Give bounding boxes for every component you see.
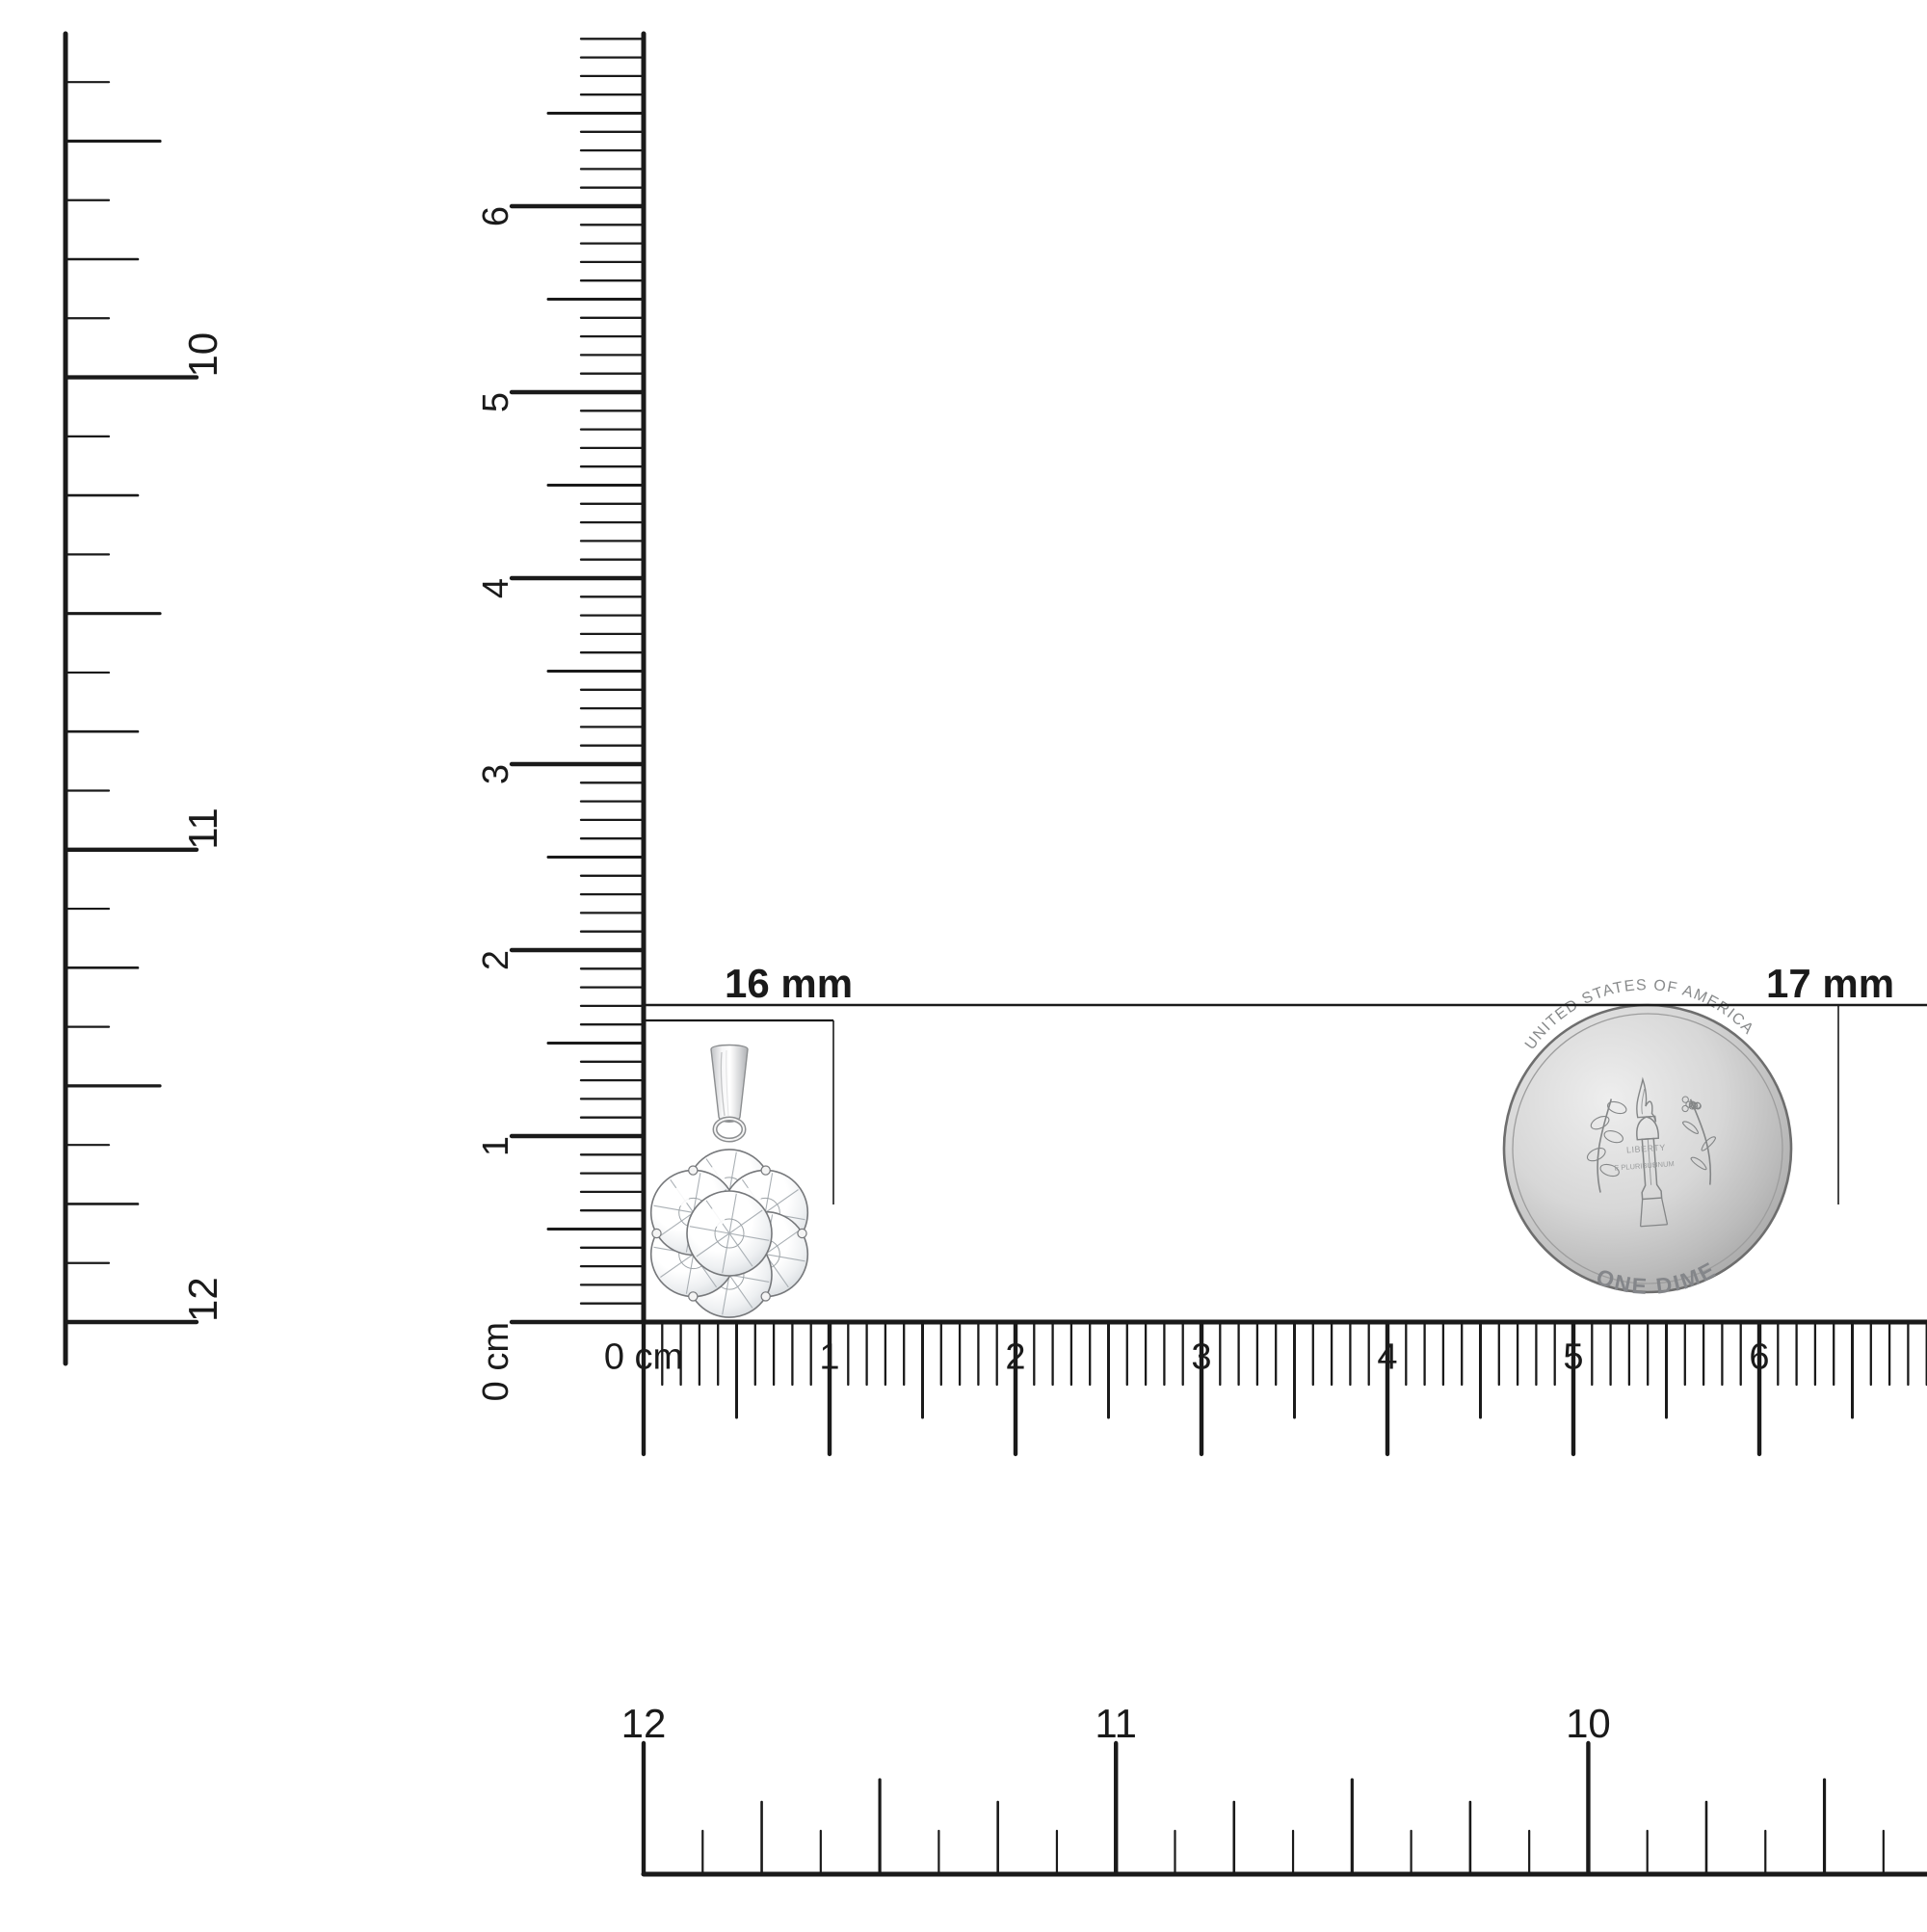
- svg-text:10: 10: [180, 332, 225, 378]
- svg-text:UNUM: UNUM: [1652, 1159, 1675, 1170]
- svg-text:5: 5: [476, 392, 516, 412]
- svg-text:0 cm: 0 cm: [476, 1322, 516, 1401]
- svg-text:3: 3: [1191, 1337, 1211, 1378]
- svg-text:11: 11: [180, 807, 225, 850]
- svg-text:3: 3: [476, 764, 516, 784]
- svg-text:17 mm: 17 mm: [1766, 961, 1894, 1006]
- svg-text:12: 12: [621, 1701, 667, 1746]
- svg-text:6: 6: [476, 206, 516, 226]
- svg-text:0 cm: 0 cm: [604, 1337, 683, 1378]
- svg-text:1: 1: [476, 1136, 516, 1156]
- svg-text:1: 1: [819, 1337, 839, 1378]
- svg-text:12: 12: [180, 1277, 225, 1322]
- svg-text:11: 11: [1095, 1701, 1137, 1746]
- svg-text:5: 5: [1563, 1337, 1583, 1378]
- svg-text:4: 4: [476, 578, 516, 598]
- svg-text:16 mm: 16 mm: [725, 961, 853, 1006]
- svg-text:2: 2: [476, 950, 516, 970]
- svg-text:10: 10: [1566, 1701, 1611, 1746]
- svg-text:4: 4: [1377, 1337, 1397, 1378]
- svg-text:2: 2: [1005, 1337, 1025, 1378]
- svg-text:6: 6: [1749, 1337, 1769, 1378]
